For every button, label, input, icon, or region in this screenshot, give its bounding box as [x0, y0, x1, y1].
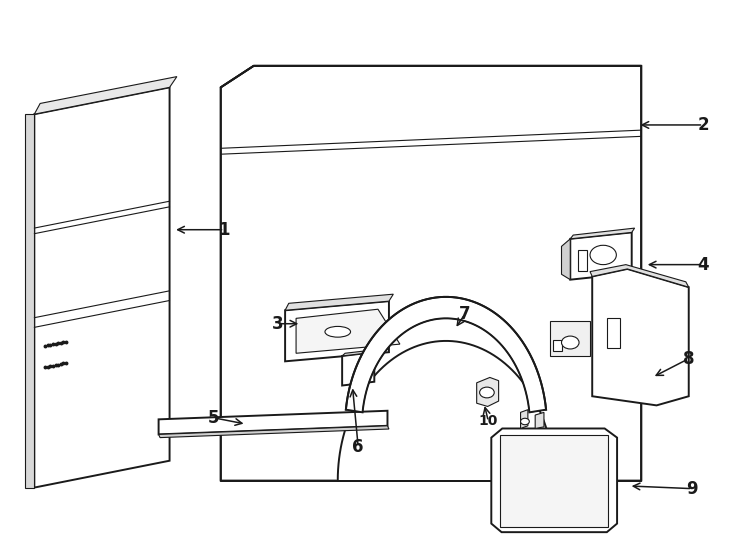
- Polygon shape: [285, 294, 393, 310]
- Circle shape: [590, 245, 617, 265]
- Polygon shape: [491, 428, 617, 532]
- Ellipse shape: [325, 326, 351, 337]
- Polygon shape: [342, 352, 374, 386]
- Polygon shape: [338, 341, 554, 481]
- Circle shape: [562, 336, 579, 349]
- Text: 4: 4: [697, 255, 709, 274]
- Polygon shape: [342, 349, 377, 356]
- Circle shape: [479, 387, 494, 398]
- Polygon shape: [570, 228, 635, 239]
- Text: 5: 5: [208, 409, 219, 427]
- Bar: [578, 249, 587, 271]
- Polygon shape: [285, 301, 389, 361]
- Polygon shape: [25, 114, 34, 488]
- Bar: [607, 319, 620, 348]
- Circle shape: [520, 418, 529, 425]
- Text: 2: 2: [697, 116, 709, 134]
- Polygon shape: [535, 413, 544, 428]
- Text: 10: 10: [479, 415, 498, 429]
- Polygon shape: [159, 426, 389, 437]
- Polygon shape: [476, 377, 498, 407]
- Polygon shape: [520, 410, 528, 428]
- Bar: [553, 340, 562, 350]
- Text: 8: 8: [683, 349, 694, 368]
- Polygon shape: [550, 321, 590, 356]
- Polygon shape: [34, 77, 177, 114]
- Polygon shape: [34, 87, 170, 488]
- Polygon shape: [590, 265, 688, 287]
- Polygon shape: [570, 232, 632, 280]
- Text: 6: 6: [352, 438, 364, 456]
- Text: 9: 9: [686, 480, 698, 498]
- Polygon shape: [500, 435, 608, 527]
- Text: 1: 1: [219, 221, 230, 239]
- Polygon shape: [346, 297, 546, 413]
- Polygon shape: [562, 239, 570, 280]
- Polygon shape: [159, 411, 388, 434]
- Text: 3: 3: [272, 315, 283, 333]
- Polygon shape: [296, 309, 400, 353]
- Polygon shape: [592, 269, 688, 406]
- Polygon shape: [221, 66, 642, 481]
- Text: 7: 7: [459, 305, 470, 323]
